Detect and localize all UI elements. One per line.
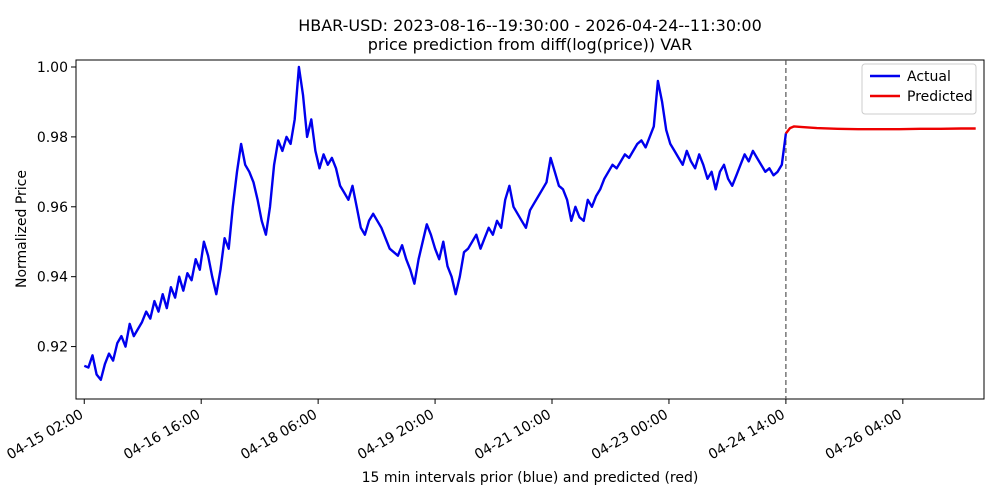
legend-label-actual: Actual [907,69,951,85]
series-line-predicted [784,125,976,135]
chart-subtitle: price prediction from diff(log(price)) V… [368,35,692,54]
x-tick-label: 04-15 02:00 [4,407,86,464]
x-axis: 04-15 02:00 04-16 16:00 04-18 06:00 04-19 2… [4,399,905,463]
plot-area [75,59,985,400]
chart-title: HBAR-USD: 2023-08-16--19:30:00 - 2026-04… [298,16,762,35]
legend: Actual Predicted [861,63,977,115]
x-tick-label: 04-16 16:00 [121,407,203,464]
y-tick-label: 0.98 [37,130,68,146]
x-tick-label: 04-26 04:00 [823,407,905,464]
x-tick-label: 04-23 00:00 [589,407,671,464]
x-tick-label: 04-24 14:00 [706,407,788,464]
title-group: HBAR-USD: 2023-08-16--19:30:00 - 2026-04… [298,16,762,54]
legend-label-predicted: Predicted [907,89,973,105]
x-axis-label: 15 min intervals prior (blue) and predic… [362,470,699,486]
y-tick-label: 0.94 [37,270,68,286]
y-tick-label: 0.96 [37,200,68,216]
x-tick-label: 04-18 06:00 [238,407,320,464]
x-tick-label: 04-21 10:00 [472,407,554,464]
y-axis-label: Normalized Price [14,170,30,288]
x-tick-label: 04-19 20:00 [355,407,437,464]
y-axis: 0.92 0.94 0.96 0.98 1.00 [37,60,76,356]
series-group [83,65,976,381]
y-tick-label: 0.92 [37,340,68,356]
y-tick-label: 1.00 [37,60,68,76]
series-line-actual [83,65,788,381]
